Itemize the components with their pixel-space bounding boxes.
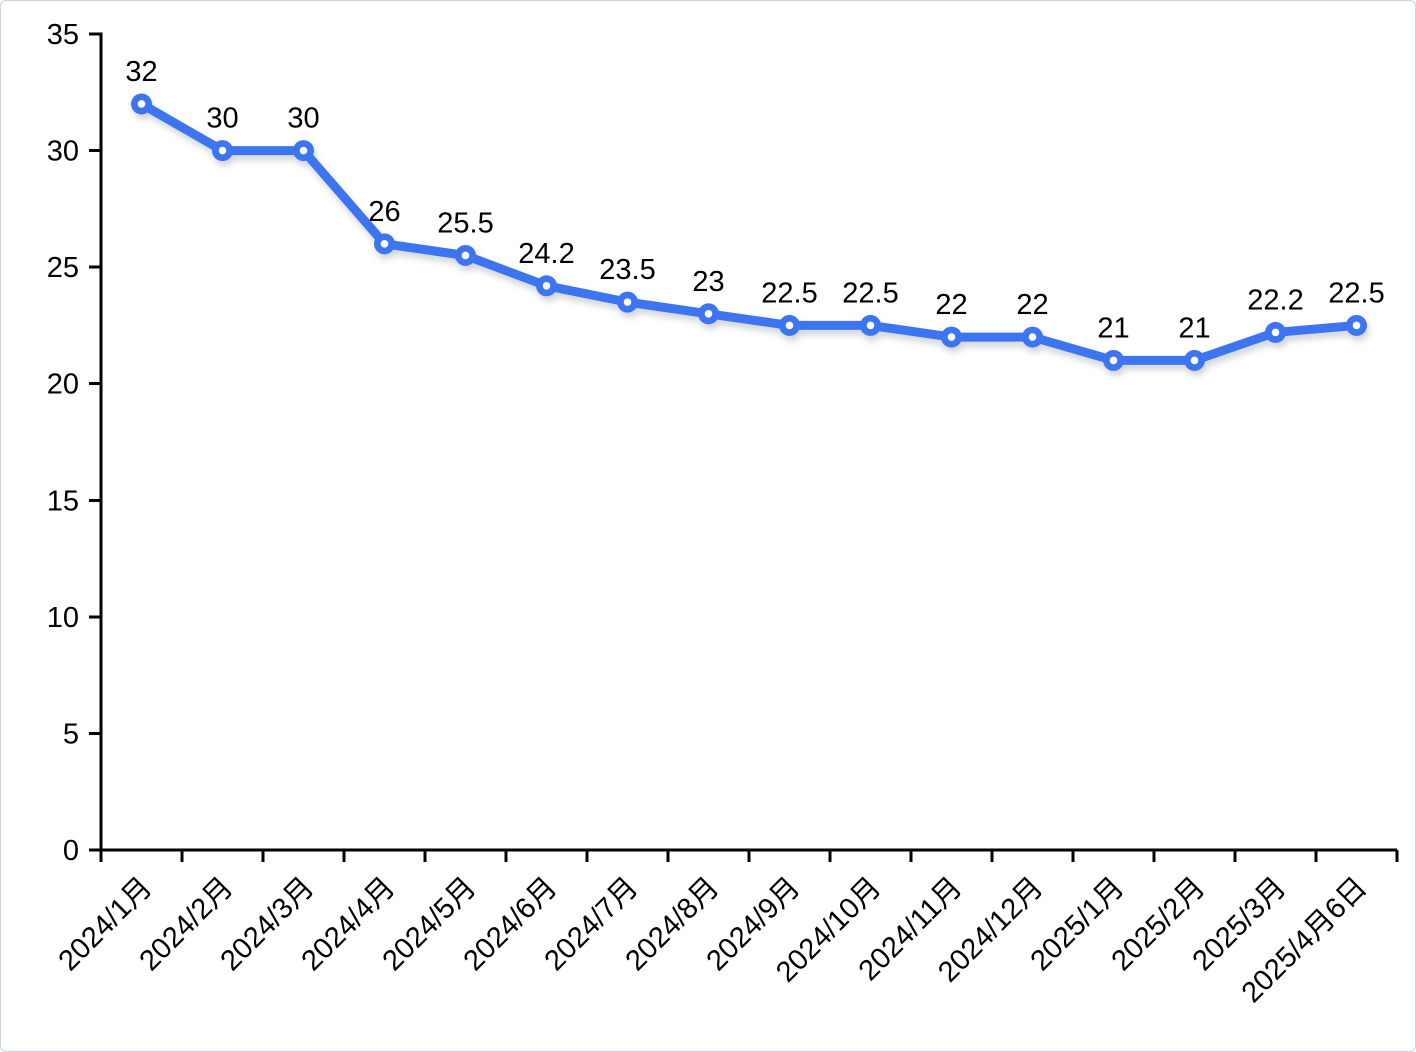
data-point-marker <box>536 275 557 297</box>
marker-center-dot <box>785 321 794 330</box>
data-point-label: 32 <box>125 56 157 88</box>
marker-center-dot <box>542 281 551 290</box>
data-point-marker <box>455 244 476 266</box>
data-point-marker <box>779 314 800 336</box>
data-point-label: 22.5 <box>842 277 898 309</box>
y-tick-label: 15 <box>47 485 79 517</box>
marker-center-dot <box>137 100 146 108</box>
marker-center-dot <box>704 309 713 318</box>
marker-center-dot <box>299 146 308 155</box>
data-point-label: 30 <box>287 103 319 135</box>
marker-center-dot <box>1109 356 1118 365</box>
marker-center-dot <box>1028 333 1037 341</box>
data-point-marker <box>1346 314 1367 336</box>
y-tick-label: 10 <box>47 602 79 634</box>
marker-center-dot <box>1190 356 1199 365</box>
data-point-label: 23 <box>692 266 724 298</box>
data-point-label: 21 <box>1178 312 1210 344</box>
data-point-label: 25.5 <box>437 207 493 239</box>
y-tick-label: 5 <box>63 718 79 750</box>
data-point-label: 22 <box>935 289 967 321</box>
data-point-label: 22 <box>1016 289 1048 321</box>
data-point-label: 24.2 <box>518 238 574 270</box>
marker-center-dot <box>218 146 227 155</box>
data-point-marker <box>1184 349 1205 371</box>
data-point-marker <box>941 326 962 348</box>
marker-center-dot <box>1352 321 1361 330</box>
data-point-label: 22.5 <box>761 277 817 309</box>
data-point-marker <box>131 93 152 115</box>
y-tick-label: 20 <box>47 369 79 401</box>
data-point-label: 21 <box>1097 312 1129 344</box>
axes <box>89 32 1399 862</box>
marker-center-dot <box>461 251 470 260</box>
marker-center-dot <box>947 333 956 341</box>
data-point-marker <box>617 291 638 313</box>
series-group <box>131 93 1367 371</box>
data-point-marker <box>1103 349 1124 371</box>
data-point-marker <box>1265 321 1286 343</box>
marker-center-dot <box>1271 328 1280 337</box>
data-point-marker <box>374 233 395 255</box>
y-tick-label: 25 <box>47 252 79 284</box>
data-point-marker <box>212 140 233 162</box>
data-point-label: 30 <box>206 103 238 135</box>
y-tick-label: 35 <box>47 19 79 51</box>
data-point-marker <box>1022 326 1043 348</box>
marker-center-dot <box>380 240 389 248</box>
data-point-label: 26 <box>368 196 400 228</box>
data-point-label: 22.5 <box>1328 277 1384 309</box>
data-point-marker <box>293 140 314 162</box>
data-labels: 32 30 30 26 25.5 24.2 23.5 23 22.5 22.5 22 22 21 21 22… <box>125 56 1384 344</box>
series-line <box>137 99 1361 365</box>
marker-center-dot <box>623 298 632 306</box>
data-point-marker <box>698 303 719 325</box>
y-tick-label: 0 <box>63 835 79 867</box>
data-point-label: 23.5 <box>599 254 655 286</box>
y-axis-labels: 0 5 10 15 20 25 30 35 <box>47 19 79 867</box>
marker-center-dot <box>866 321 875 330</box>
x-axis-labels: 2024/1月2024/2月2024/3月2024/4月2024/5月2024/… <box>53 871 1374 1009</box>
data-point-marker <box>860 314 881 336</box>
data-point-label: 22.2 <box>1247 284 1303 316</box>
y-tick-label: 30 <box>47 136 79 168</box>
